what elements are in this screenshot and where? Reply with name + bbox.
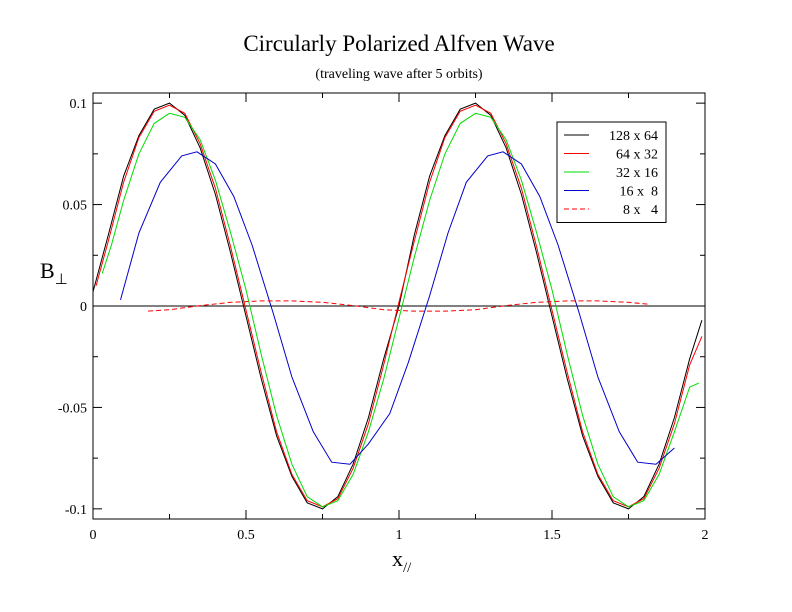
x-tick-label: 1.5 bbox=[543, 528, 561, 543]
legend: 128 x 64 64 x 32 32 x 16 16 x 8 8 x 4 bbox=[556, 121, 667, 223]
legend-label-0: 128 x 64 bbox=[609, 129, 658, 144]
legend-label-2: 32 x 16 bbox=[616, 166, 658, 181]
legend-label-4: 8 x 4 bbox=[623, 203, 658, 218]
x-axis-label-subscript: // bbox=[403, 560, 412, 576]
y-axis-label: B⊥ bbox=[40, 258, 68, 288]
x-tick-label: 1 bbox=[396, 528, 403, 543]
chart-subtitle: (traveling wave after 5 orbits) bbox=[315, 67, 482, 82]
series-line-2 bbox=[101, 112, 700, 508]
series-line-3 bbox=[120, 151, 675, 465]
legend-label-1: 64 x 32 bbox=[616, 148, 658, 163]
x-tick-label: 0 bbox=[90, 528, 97, 543]
series-line-4 bbox=[148, 300, 650, 312]
plot-area: 0 0.5 1 1.5 2 -0.1 -0.05 0 0.05 0.1 bbox=[58, 92, 709, 543]
y-axis-label-main: B bbox=[40, 258, 55, 283]
y-axis-label-subscript: ⊥ bbox=[55, 272, 68, 288]
y-tick-label: 0 bbox=[80, 300, 87, 315]
series-line-1 bbox=[95, 104, 703, 508]
y-tick-label: -0.1 bbox=[65, 503, 87, 518]
y-tick-label: 0.05 bbox=[63, 199, 88, 214]
series-line-0 bbox=[92, 102, 703, 510]
legend-label-3: 16 x 8 bbox=[620, 185, 659, 200]
chart-title: Circularly Polarized Alfven Wave bbox=[243, 31, 554, 56]
y-tick-label: 0.1 bbox=[70, 97, 88, 112]
x-axis-label: x// bbox=[392, 546, 412, 576]
y-tick-label: -0.05 bbox=[58, 401, 87, 416]
x-tick-label: 0.5 bbox=[237, 528, 255, 543]
x-axis-label-main: x bbox=[392, 546, 403, 571]
x-tick-label: 2 bbox=[702, 528, 709, 543]
